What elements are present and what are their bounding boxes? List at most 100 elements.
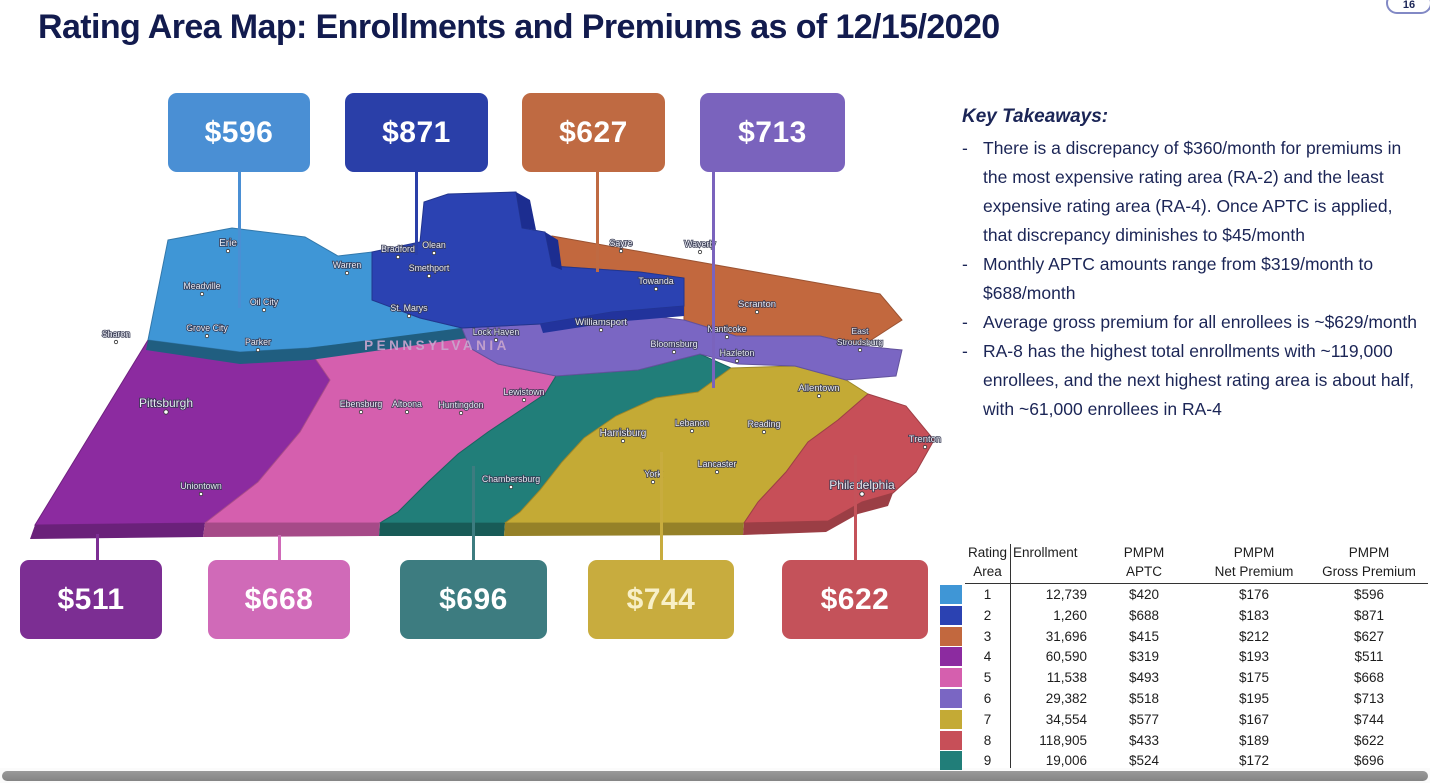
front-face-RA-9 <box>379 523 505 536</box>
area-color-swatch-RA-3 <box>940 626 962 646</box>
takeaway-text: There is a discrepancy of $360/month for… <box>983 138 1402 245</box>
city-label-erie: Erie <box>219 238 237 249</box>
callout-line-RA-2 <box>415 172 418 255</box>
table-row-RA-6: 6 29,382 $518 $195 $713 <box>965 689 1428 710</box>
city-dot <box>697 249 703 255</box>
city-dot <box>761 429 767 435</box>
city-label-lebanon: Lebanon <box>675 418 709 428</box>
city-label-sharon: Sharon <box>102 329 130 339</box>
table-row-RA-4: 4 60,590 $319 $193 $511 <box>965 647 1428 668</box>
enrollment-premium-table: Rating Area Enrollment PMPM APTC PMPM Net Prem… <box>965 543 1428 772</box>
cell-enrollment: 19,006 <box>1045 753 1087 769</box>
bullet-dash: - <box>962 138 968 158</box>
city-dot <box>225 248 231 254</box>
callout-line-RA-5 <box>278 535 281 560</box>
cell-gross-premium: $596 <box>1353 587 1385 602</box>
city-dot <box>618 248 624 254</box>
area-color-swatch-RA-1 <box>940 585 962 604</box>
cliff-edge <box>146 328 468 364</box>
city-label-philadelphia: Philadelphia <box>829 478 895 492</box>
region-RA-6 <box>461 311 903 381</box>
city-dot <box>204 333 210 339</box>
premium-callout-RA-1: $596 <box>168 93 310 172</box>
city-label-scranton: Scranton <box>738 299 776 310</box>
cell-area: 4 <box>983 649 992 665</box>
cell-net-premium: $193 <box>1238 649 1270 665</box>
table-row-RA-3: 3 31,696 $415 $212 $627 <box>965 627 1428 648</box>
cell-aptc: $415 <box>1128 628 1160 644</box>
city-label-hazleton: Hazleton <box>720 348 755 358</box>
callout-line-RA-9 <box>472 466 475 560</box>
cell-net-premium: $172 <box>1238 753 1270 769</box>
cell-enrollment: 118,905 <box>1039 732 1087 748</box>
region-RA-2-side <box>516 192 536 230</box>
callout-line-RA-6 <box>712 172 715 388</box>
premium-callout-RA-5: $668 <box>208 560 350 639</box>
cell-aptc: $577 <box>1128 711 1160 727</box>
area-color-swatch-RA-6 <box>940 689 962 708</box>
table-header-area: Rating Area <box>967 545 1008 579</box>
city-label-harrisburg: Harrisburg <box>600 428 647 439</box>
horizontal-scrollbar-thumb[interactable] <box>2 771 1428 781</box>
cell-enrollment: 1,260 <box>1053 607 1087 623</box>
city-label-east-stroudsburg: East Stroudsburg <box>837 326 884 347</box>
city-dot <box>754 309 760 315</box>
cell-gross-premium: $511 <box>1354 649 1384 665</box>
table-body: 1 12,739 $420 $176 $596 2 1,260 $688 $183 $871 3 31… <box>965 585 1428 772</box>
cell-area: 2 <box>983 607 992 623</box>
city-dot <box>508 484 514 490</box>
page-number-badge: 16 <box>1386 0 1430 14</box>
callout-line-RA-3 <box>596 172 599 272</box>
cell-net-premium: $195 <box>1238 690 1270 706</box>
city-dot <box>199 291 205 297</box>
cell-enrollment: 34,554 <box>1045 711 1087 727</box>
city-dot <box>734 358 740 364</box>
callout-line-RA-8 <box>854 455 857 560</box>
city-label-meadville: Meadville <box>183 281 220 291</box>
takeaway-bullet: - There is a discrepancy of $360/month fo… <box>962 134 1420 250</box>
front-face-RA-5 <box>203 523 380 537</box>
city-dot <box>653 286 659 292</box>
cell-aptc: $319 <box>1128 649 1160 665</box>
cell-enrollment: 31,696 <box>1045 628 1087 644</box>
cell-enrollment: 29,382 <box>1045 690 1087 706</box>
city-dot <box>857 347 863 353</box>
cell-area: 6 <box>983 690 992 706</box>
table-row-RA-1: 1 12,739 $420 $176 $596 <box>965 585 1428 606</box>
city-label-towanda: Towanda <box>638 276 673 286</box>
table-row-RA-2: 2 1,260 $688 $183 $871 <box>965 606 1428 627</box>
bullet-dash: - <box>962 341 968 361</box>
cell-aptc: $433 <box>1128 732 1160 748</box>
cell-aptc: $493 <box>1128 670 1160 686</box>
table-vertical-divider <box>1010 544 1011 771</box>
page-title: Rating Area Map: Enrollments and Premium… <box>38 8 1000 46</box>
cell-area: 5 <box>983 670 992 686</box>
table-row-RA-8: 8 118,905 $433 $189 $622 <box>965 731 1428 752</box>
city-dot <box>598 327 604 333</box>
bullet-dash: - <box>962 312 968 332</box>
city-dot <box>426 273 432 279</box>
premium-callout-RA-6: $713 <box>700 93 845 172</box>
city-label-sayre: Sayre <box>610 238 633 248</box>
city-dot <box>431 250 437 256</box>
table-row-RA-9: 9 19,006 $524 $172 $696 <box>965 751 1428 772</box>
city-dot <box>344 270 350 276</box>
city-label-bradford: Bradford <box>381 244 415 254</box>
takeaway-text: Average gross premium for all enrollees … <box>983 312 1417 332</box>
city-label-ebensburg: Ebensburg <box>340 399 383 409</box>
city-label-york: York <box>644 469 662 479</box>
takeaway-bullet: - Average gross premium for all enrollees… <box>962 308 1420 337</box>
city-label-st-marys: St. Marys <box>390 303 428 313</box>
cell-gross-premium: $871 <box>1353 607 1385 623</box>
city-label-lock-haven: Lock Haven <box>473 327 520 337</box>
table-header-enrollment: Enrollment <box>1013 545 1078 560</box>
region-RA-2-side <box>545 232 562 270</box>
takeaway-bullet: - Monthly APTC amounts range from $319/mo… <box>962 250 1420 308</box>
city-label-lewistown: Lewistown <box>503 387 544 397</box>
horizontal-scrollbar-track[interactable] <box>0 768 1430 783</box>
area-color-swatch-RA-2 <box>940 605 962 625</box>
cell-net-premium: $176 <box>1238 587 1270 602</box>
city-dot <box>859 491 865 497</box>
city-dot <box>458 410 464 416</box>
cell-area: 8 <box>983 732 992 748</box>
